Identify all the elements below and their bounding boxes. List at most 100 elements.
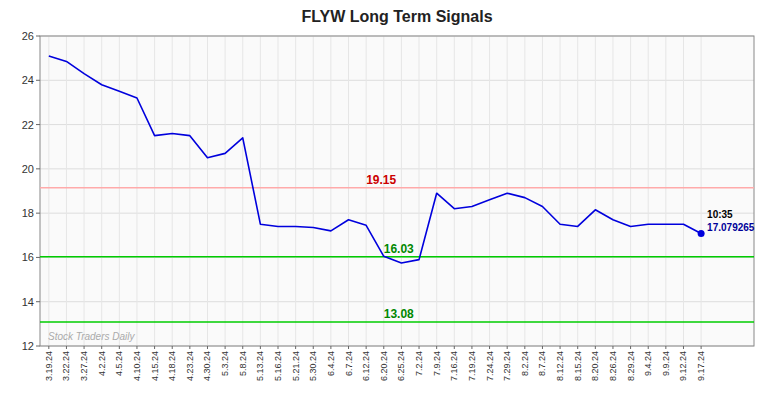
x-tick <box>630 346 631 349</box>
x-tick-label: 7.2.24 <box>414 351 424 376</box>
grid <box>40 36 754 346</box>
x-grid-line <box>701 36 702 346</box>
x-grid-line <box>101 36 102 346</box>
x-tick <box>84 346 85 349</box>
plot-frame <box>40 36 754 346</box>
x-grid-line <box>295 36 296 346</box>
x-tick <box>401 346 402 349</box>
x-tick <box>542 346 543 349</box>
x-tick-label: 4.10.24 <box>132 351 142 381</box>
x-tick <box>701 346 702 349</box>
x-tick <box>383 346 384 349</box>
x-tick <box>189 346 190 349</box>
y-tick <box>36 124 40 125</box>
y-grid-line <box>40 124 754 125</box>
title: FLYW Long Term Signals <box>301 8 492 25</box>
x-tick <box>260 346 261 349</box>
last-time: 10:35 <box>707 209 733 220</box>
x-grid-line <box>401 36 402 346</box>
plot-background <box>40 36 754 346</box>
x-grid-line <box>330 36 331 346</box>
x-tick <box>454 346 455 349</box>
x-grid-line <box>648 36 649 346</box>
x-tick <box>366 346 367 349</box>
y-tick-label: 18 <box>22 207 34 219</box>
x-tick-label: 6.7.24 <box>344 351 354 376</box>
x-tick-label: 8.29.24 <box>626 351 636 381</box>
y-grid-line <box>40 301 754 302</box>
y-tick-label: 26 <box>22 30 34 42</box>
x-grid-line <box>507 36 508 346</box>
x-tick <box>524 346 525 349</box>
x-tick-label: 5.21.24 <box>291 351 301 381</box>
x-tick-label: 4.15.24 <box>150 351 160 381</box>
x-grid-line <box>419 36 420 346</box>
last-point <box>698 230 705 237</box>
x-tick <box>66 346 67 349</box>
x-tick <box>471 346 472 349</box>
x-tick-label: 7.19.24 <box>467 351 477 381</box>
x-grid-line <box>136 36 137 346</box>
x-grid-line <box>154 36 155 346</box>
x-tick <box>136 346 137 349</box>
x-grid-line <box>119 36 120 346</box>
x-tick-label: 7.24.24 <box>485 351 495 381</box>
annotations: 19.1516.0313.0810:3517.079265Stock Trade… <box>48 173 755 342</box>
x-tick <box>436 346 437 349</box>
x-tick <box>648 346 649 349</box>
x-tick-label: 7.16.24 <box>449 351 459 381</box>
x-tick-label: 3.19.24 <box>44 351 54 381</box>
reference-line <box>40 321 754 323</box>
x-tick <box>612 346 613 349</box>
y-tick <box>36 80 40 81</box>
x-grid-line <box>348 36 349 346</box>
reference-line <box>40 256 754 258</box>
x-tick-label: 8.20.24 <box>590 351 600 381</box>
y-tick-label: 22 <box>22 119 34 131</box>
x-tick-label: 9.4.24 <box>643 351 653 376</box>
x-tick <box>489 346 490 349</box>
x-tick-label: 7.9.24 <box>432 351 442 376</box>
x-tick-label: 8.15.24 <box>573 351 583 381</box>
x-tick-label: 8.7.24 <box>537 351 547 376</box>
y-tick <box>36 213 40 214</box>
x-tick-label: 5.16.24 <box>273 351 283 381</box>
x-tick-label: 3.27.24 <box>79 351 89 381</box>
x-tick <box>242 346 243 349</box>
x-tick-label: 6.25.24 <box>396 351 406 381</box>
x-grid-line <box>471 36 472 346</box>
x-tick-label: 4.18.24 <box>167 351 177 381</box>
x-tick <box>507 346 508 349</box>
x-tick-label: 4.5.24 <box>114 351 124 376</box>
x-grid-line <box>577 36 578 346</box>
x-grid-line <box>383 36 384 346</box>
x-tick-label: 5.3.24 <box>220 351 230 376</box>
y-tick <box>36 257 40 258</box>
x-tick-label: 8.12.24 <box>555 351 565 381</box>
x-grid-line <box>207 36 208 346</box>
x-grid-line <box>260 36 261 346</box>
x-tick-label: 7.29.24 <box>502 351 512 381</box>
x-grid-line <box>595 36 596 346</box>
chart: 12141618202224263.19.243.22.243.27.244.2… <box>0 0 784 398</box>
y-grid-line <box>40 213 754 214</box>
x-tick <box>207 346 208 349</box>
x-tick-label: 9.17.24 <box>696 351 706 381</box>
x-tick <box>348 346 349 349</box>
x-grid-line <box>278 36 279 346</box>
reference-label: 13.08 <box>384 307 414 321</box>
x-grid-line <box>189 36 190 346</box>
x-tick <box>595 346 596 349</box>
x-tick <box>683 346 684 349</box>
x-tick-label: 8.2.24 <box>520 351 530 376</box>
x-tick-label: 4.2.24 <box>97 351 107 376</box>
y-tick <box>36 301 40 302</box>
watermark: Stock Traders Daily <box>48 331 136 342</box>
x-tick-label: 4.23.24 <box>185 351 195 381</box>
y-tick-label: 14 <box>22 296 34 308</box>
x-tick-label: 5.30.24 <box>308 351 318 381</box>
x-tick <box>665 346 666 349</box>
x-grid-line <box>454 36 455 346</box>
x-tick-label: 9.9.24 <box>661 351 671 376</box>
y-axis: 1214161820222426 <box>22 30 40 352</box>
